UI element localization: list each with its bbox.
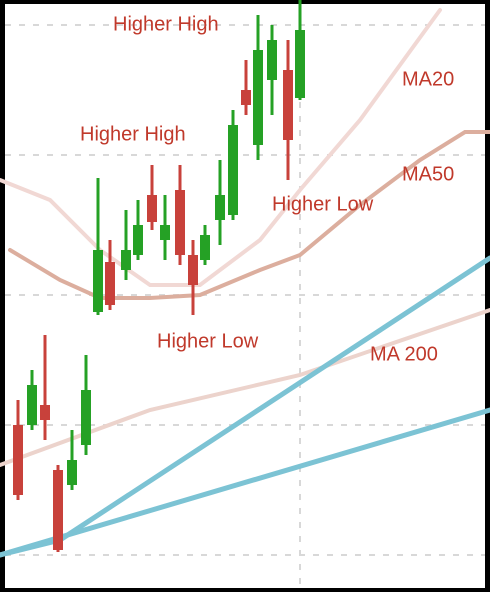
candle-body	[133, 225, 143, 255]
moving-averages	[0, 8, 490, 558]
ma-line	[8, 130, 490, 300]
candle-body	[81, 390, 91, 445]
candle-body	[283, 70, 293, 140]
annotation: MA20	[402, 68, 454, 90]
candle-body	[27, 385, 37, 425]
candle-body	[175, 190, 185, 255]
candle-body	[228, 125, 238, 215]
annotation: Higher High	[80, 123, 186, 145]
candle-body	[241, 90, 251, 105]
candle-body	[160, 225, 170, 240]
candle-body	[267, 40, 277, 80]
candles	[13, 0, 305, 552]
candle-body	[105, 262, 115, 305]
candle-body	[215, 195, 225, 220]
candle-body	[93, 250, 103, 312]
annotation: MA 200	[370, 343, 438, 365]
ma-line	[0, 407, 490, 558]
ma-line	[0, 308, 490, 467]
candle-body	[253, 50, 263, 145]
annotation: Higher Low	[157, 330, 259, 352]
candle-body	[53, 470, 63, 550]
annotation: Higher High	[113, 13, 219, 35]
candle-body	[13, 425, 23, 495]
candle-body	[295, 30, 305, 98]
candle-body	[121, 250, 131, 270]
annotation: MA50	[402, 163, 454, 185]
annotations: Higher High Higher High Higher Low Higher L…	[80, 13, 454, 365]
candle-body	[147, 195, 157, 222]
candle-body	[188, 255, 198, 285]
ma-line	[0, 8, 442, 287]
candle-body	[40, 405, 50, 420]
candle-body	[67, 460, 77, 485]
annotation: Higher Low	[272, 193, 374, 215]
candle-body	[200, 235, 210, 260]
